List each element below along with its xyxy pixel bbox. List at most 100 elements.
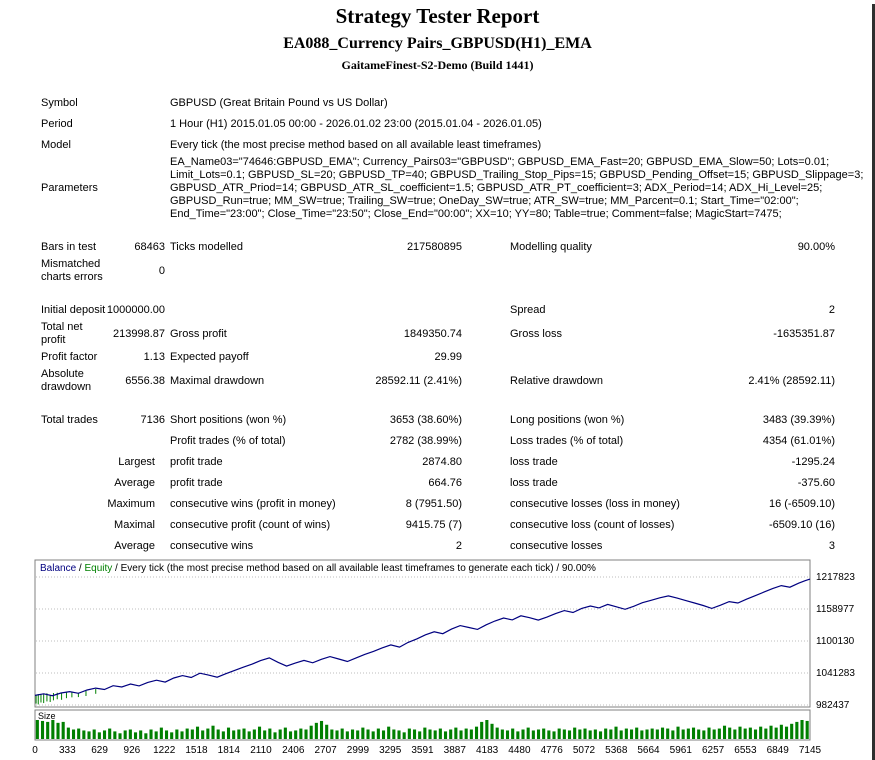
x-axis-label: 5961 xyxy=(670,745,693,756)
stat-label: Relative drawdown xyxy=(510,374,603,387)
size-bar xyxy=(304,729,308,739)
size-bar xyxy=(707,727,711,739)
table-row: Absolute drawdown 6556.38 Maximal drawdown… xyxy=(41,368,835,394)
size-bar xyxy=(113,731,117,739)
y-axis-label: 1041283 xyxy=(816,668,855,679)
size-bar xyxy=(474,726,479,739)
stat-label: Mismatched charts errors xyxy=(41,258,103,283)
size-bar xyxy=(609,729,613,739)
size-bar xyxy=(505,730,510,739)
size-bar xyxy=(325,724,329,739)
size-bar xyxy=(490,723,494,739)
size-bar xyxy=(154,731,158,739)
x-axis-label: 629 xyxy=(91,745,108,756)
size-bar xyxy=(728,727,732,739)
stat-label: Modelling quality xyxy=(510,241,592,253)
balance-line xyxy=(34,578,811,697)
table-row: Maximal consecutive profit (count of wins… xyxy=(41,515,835,536)
stat-label: Ticks modelled xyxy=(170,241,243,253)
size-bar xyxy=(464,728,468,739)
size-bar xyxy=(759,726,763,739)
stat-value: 3 xyxy=(828,540,835,552)
x-axis-label: 6553 xyxy=(734,745,757,756)
stat-value: 1000000.00 xyxy=(106,304,165,316)
size-bar xyxy=(123,730,127,739)
size-bar xyxy=(257,726,262,739)
stat-value: 28592.11 (2.41%) xyxy=(375,374,462,387)
size-bar xyxy=(764,728,768,739)
size-bar xyxy=(645,729,649,739)
size-bar xyxy=(635,727,639,739)
size-bar xyxy=(573,727,577,739)
stat-label: Loss trades (% of total) xyxy=(510,435,624,447)
stat-value: -6509.10 (16) xyxy=(768,519,835,531)
x-axis-label: 4480 xyxy=(508,745,531,756)
x-axis-label: 1814 xyxy=(218,745,241,756)
size-bar xyxy=(449,729,453,739)
stat-label: consecutive losses (loss in money) xyxy=(510,498,680,510)
size-bar xyxy=(133,732,138,739)
x-axis-label: 2707 xyxy=(314,745,337,756)
size-bar xyxy=(252,729,256,739)
size-bar xyxy=(263,730,267,739)
stat-value: GBPUSD (Great Britain Pound vs US Dollar… xyxy=(170,97,388,109)
size-bar xyxy=(97,732,101,739)
table-row: Profit factor 1.13 Expected payoff 29.99 xyxy=(41,347,835,368)
size-bar xyxy=(164,730,169,739)
report-stats-table: Symbol GBPUSD (Great Britain Pound vs US … xyxy=(41,93,864,557)
size-bar xyxy=(226,727,231,739)
size-bar xyxy=(61,721,65,739)
x-axis-label: 2999 xyxy=(347,745,370,756)
size-bar xyxy=(562,729,566,739)
x-axis-label: 3887 xyxy=(444,745,467,756)
size-bar xyxy=(299,728,303,739)
size-bar xyxy=(381,730,386,739)
table-row: Symbol GBPUSD (Great Britain Pound vs US … xyxy=(41,93,835,114)
size-bar xyxy=(190,729,194,739)
size-bar xyxy=(242,728,246,739)
y-axis-label: 1217823 xyxy=(816,572,855,583)
size-bar xyxy=(309,725,313,739)
stat-label: Total net profit xyxy=(41,321,83,346)
stat-value: EA_Name03="74646:GBPUSD_EMA"; Currency_P… xyxy=(170,156,864,220)
size-bar xyxy=(77,728,81,739)
size-bar xyxy=(102,730,107,739)
size-bar xyxy=(71,729,76,739)
size-bar xyxy=(35,720,39,739)
size-bar xyxy=(273,732,277,739)
stat-value: 2 xyxy=(828,304,835,316)
x-axis-label: 4776 xyxy=(541,745,564,756)
stat-value: 1849350.74 xyxy=(403,327,462,340)
stat-label: Average xyxy=(114,540,155,552)
stat-label: Initial deposit xyxy=(41,304,106,316)
size-bar xyxy=(516,731,520,739)
size-bar xyxy=(144,733,148,739)
size-bar xyxy=(619,730,623,739)
size-bar xyxy=(340,728,344,739)
x-axis-label: 5664 xyxy=(637,745,660,756)
stat-value: 3653 (38.60%) xyxy=(389,414,462,426)
size-bar xyxy=(82,730,86,739)
table-row: Average profit trade 664.76 loss trade -375.… xyxy=(41,473,835,494)
size-bar xyxy=(159,727,163,739)
size-bar xyxy=(397,730,401,739)
stat-label: loss trade xyxy=(510,477,558,489)
x-axis-label: 4183 xyxy=(476,745,499,756)
stat-label: Maximum xyxy=(107,498,155,510)
stat-value: Every tick (the most precise method base… xyxy=(170,139,542,151)
size-bar xyxy=(676,726,680,739)
stat-label: Long positions (won %) xyxy=(510,414,625,426)
stat-value: 7136 xyxy=(140,414,165,426)
table-row: Parameters EA_Name03="74646:GBPUSD_EMA"; … xyxy=(41,156,864,221)
size-bar xyxy=(139,730,143,739)
size-bar xyxy=(438,728,442,739)
x-axis-label: 0 xyxy=(32,745,38,756)
stat-label: consecutive profit (count of wins) xyxy=(170,519,331,531)
size-bar xyxy=(454,727,458,739)
size-bar xyxy=(650,728,654,739)
stat-label: Gross loss xyxy=(510,327,562,340)
stat-value: 4354 (61.01%) xyxy=(762,435,835,447)
size-bar xyxy=(681,729,685,739)
x-axis-label: 333 xyxy=(59,745,76,756)
size-bar xyxy=(433,730,437,739)
